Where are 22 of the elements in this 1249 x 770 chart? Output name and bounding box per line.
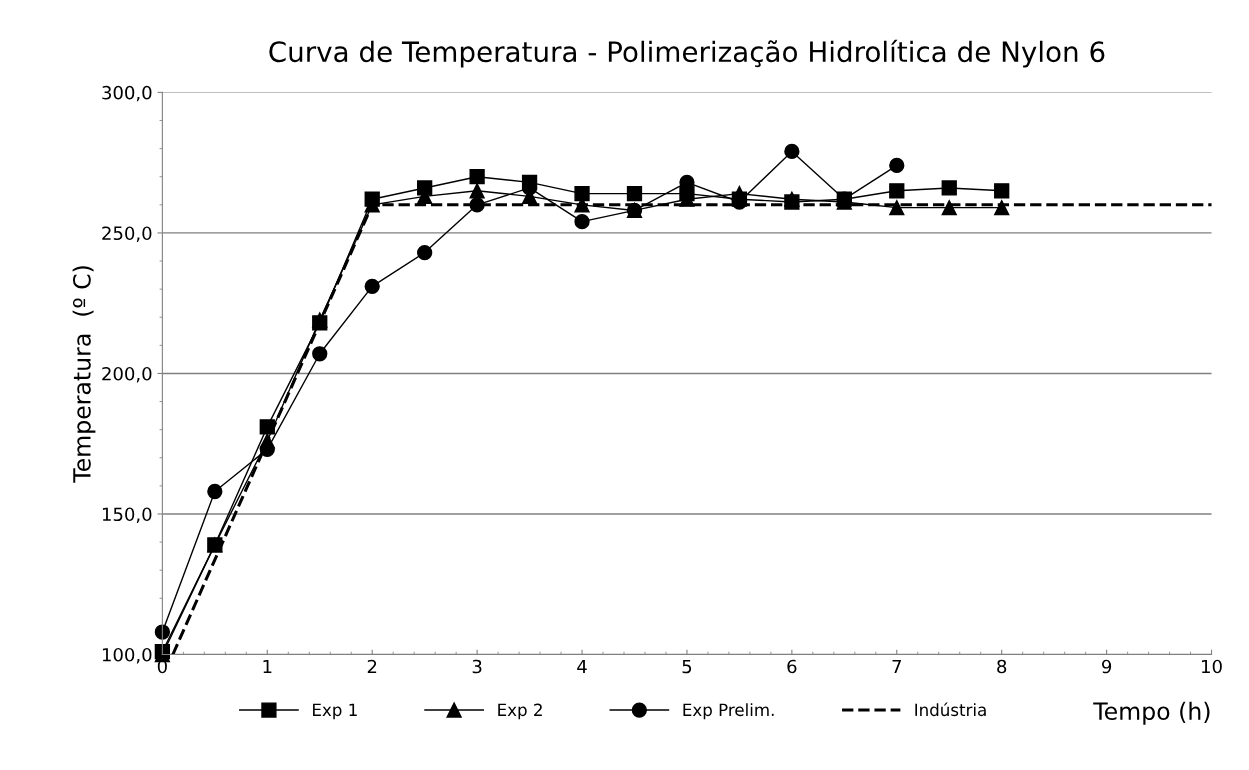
x-tick-label: 3: [472, 659, 482, 674]
x-tick-label: 7: [892, 659, 901, 674]
x-tick-label: 1: [263, 659, 272, 674]
x-tick-label: 6: [787, 659, 797, 674]
chart-title: Curva de Temperatura - Polimerização Hidrolítica de Nylon 6: [269, 39, 1105, 68]
legend-label: Exp 1: [313, 703, 357, 720]
x-tick-label: 2: [367, 659, 377, 674]
legend-label: Indústria: [915, 702, 986, 717]
y-tick-label: 250,0: [102, 226, 152, 242]
legend-label: Exp Prelim.: [683, 703, 774, 720]
x-axis-title: Tempo (h): [1093, 701, 1210, 725]
x-tick-label: 9: [1102, 659, 1112, 674]
y-tick-label: 200,0: [102, 366, 152, 383]
x-tick-label: 10: [1202, 659, 1222, 674]
legend-label: Exp 2: [498, 703, 542, 720]
x-tick-label: 8: [997, 659, 1007, 674]
y-tick-label: 100,0: [102, 647, 152, 664]
y-tick-label: 150,0: [102, 507, 152, 523]
y-tick-label: 300,0: [102, 85, 152, 102]
x-tick-label: 5: [682, 659, 692, 674]
x-tick-label: 4: [577, 659, 587, 674]
y-axis-title: Temperatura (º C): [72, 266, 96, 483]
